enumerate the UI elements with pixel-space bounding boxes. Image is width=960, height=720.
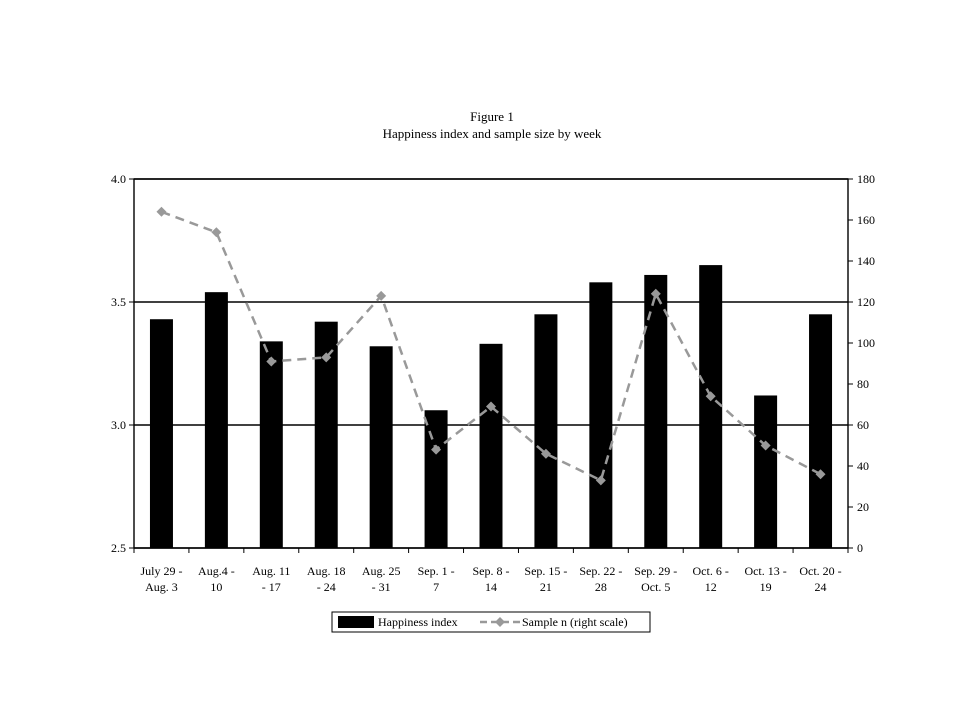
sample-point-5 — [431, 444, 442, 455]
sample-point-1 — [211, 227, 222, 238]
legend-label-happiness: Happiness index — [378, 615, 458, 629]
right-tick-label-8: 160 — [857, 213, 875, 227]
sample-point-2 — [266, 356, 277, 367]
sample-point-8 — [595, 475, 606, 486]
x-category-label-7-0: Sep. 15 - — [524, 564, 567, 578]
x-category-label-8-1: 28 — [595, 580, 607, 594]
right-tick-label-9: 180 — [857, 172, 875, 186]
left-tick-label-2: 3.5 — [111, 295, 126, 309]
x-category-label-11-0: Oct. 13 - — [744, 564, 786, 578]
x-category-label-5-0: Sep. 1 - — [418, 564, 455, 578]
plot-frame — [133, 178, 849, 549]
x-category-label-5-1: 7 — [433, 580, 439, 594]
x-category-label-10-1: 12 — [705, 580, 717, 594]
bar-8 — [589, 282, 613, 548]
bar-3 — [314, 321, 338, 548]
chart-subtitle: Happiness index and sample size by week — [383, 126, 602, 141]
x-category-label-4-1: - 31 — [372, 580, 391, 594]
legend-label-sample: Sample n (right scale) — [522, 615, 628, 629]
x-category-label-4-0: Aug. 25 — [362, 564, 401, 578]
right-tick-label-4: 80 — [857, 377, 869, 391]
bar-6 — [479, 343, 503, 548]
sample-point-3 — [321, 352, 332, 363]
plot-border — [133, 178, 849, 549]
x-category-label-10-0: Oct. 6 - — [693, 564, 729, 578]
bar-4 — [369, 346, 393, 548]
sample-point-9 — [650, 288, 661, 299]
x-category-label-8-0: Sep. 22 - — [579, 564, 622, 578]
x-category-label-7-1: 21 — [540, 580, 552, 594]
x-category-label-6-0: Sep. 8 - — [473, 564, 510, 578]
right-axis: 0 20 40 60 80 100 120 140 160 180 — [848, 172, 875, 555]
right-tick-label-5: 100 — [857, 336, 875, 350]
x-category-label-3-0: Aug. 18 — [307, 564, 346, 578]
legend-swatch-happiness — [338, 616, 374, 628]
x-axis-labels: July 29 - Aug. 3 Aug.4 - 10 Aug. 11 - 17 Aug. … — [133, 548, 849, 594]
line-series — [156, 206, 826, 486]
right-tick-label-0: 0 — [857, 541, 863, 555]
bar-11 — [754, 395, 778, 548]
x-category-label-3-1: - 24 — [317, 580, 336, 594]
x-category-label-1-0: Aug.4 - — [198, 564, 235, 578]
left-axis: 2.5 3.0 3.5 4.0 — [111, 172, 134, 555]
chart-title: Figure 1 — [470, 109, 514, 124]
x-category-label-12-0: Oct. 20 - — [799, 564, 841, 578]
x-category-label-1-1: 10 — [210, 580, 222, 594]
x-category-label-11-1: 19 — [760, 580, 772, 594]
x-category-label-0-0: July 29 - — [140, 564, 182, 578]
bar-5 — [424, 410, 448, 548]
bar-9 — [644, 274, 668, 548]
legend: Happiness index Sample n (right scale) — [331, 611, 651, 633]
left-tick-label-0: 2.5 — [111, 541, 126, 555]
right-tick-label-3: 60 — [857, 418, 869, 432]
legend-swatch-sample-marker — [495, 617, 505, 627]
sample-point-6 — [486, 401, 496, 412]
x-category-label-9-1: Oct. 5 — [641, 580, 670, 594]
left-tick-label-1: 3.0 — [111, 418, 126, 432]
sample-point-11 — [760, 440, 771, 451]
x-category-label-2-1: - 17 — [262, 580, 281, 594]
sample-point-7 — [540, 448, 551, 459]
x-category-label-9-0: Sep. 29 - — [634, 564, 677, 578]
bar-12 — [809, 314, 833, 548]
right-tick-label-7: 140 — [857, 254, 875, 268]
bar-2 — [259, 341, 283, 548]
sample-point-4 — [376, 290, 387, 301]
x-category-label-6-1: 14 — [485, 580, 497, 594]
x-category-label-0-1: Aug. 3 — [145, 580, 178, 594]
bar-series — [149, 265, 833, 548]
sample-point-12 — [815, 469, 826, 480]
right-tick-label-6: 120 — [857, 295, 875, 309]
right-tick-label-1: 20 — [857, 500, 869, 514]
x-category-label-12-1: 24 — [815, 580, 827, 594]
x-category-label-2-0: Aug. 11 — [252, 564, 290, 578]
left-tick-label-3: 4.0 — [111, 172, 126, 186]
sample-point-10 — [705, 391, 716, 402]
right-tick-label-2: 40 — [857, 459, 869, 473]
bar-7 — [534, 314, 558, 548]
sample-point-0 — [156, 206, 167, 217]
bar-0 — [149, 319, 173, 548]
bar-1 — [204, 292, 228, 548]
bar-10 — [699, 265, 723, 548]
